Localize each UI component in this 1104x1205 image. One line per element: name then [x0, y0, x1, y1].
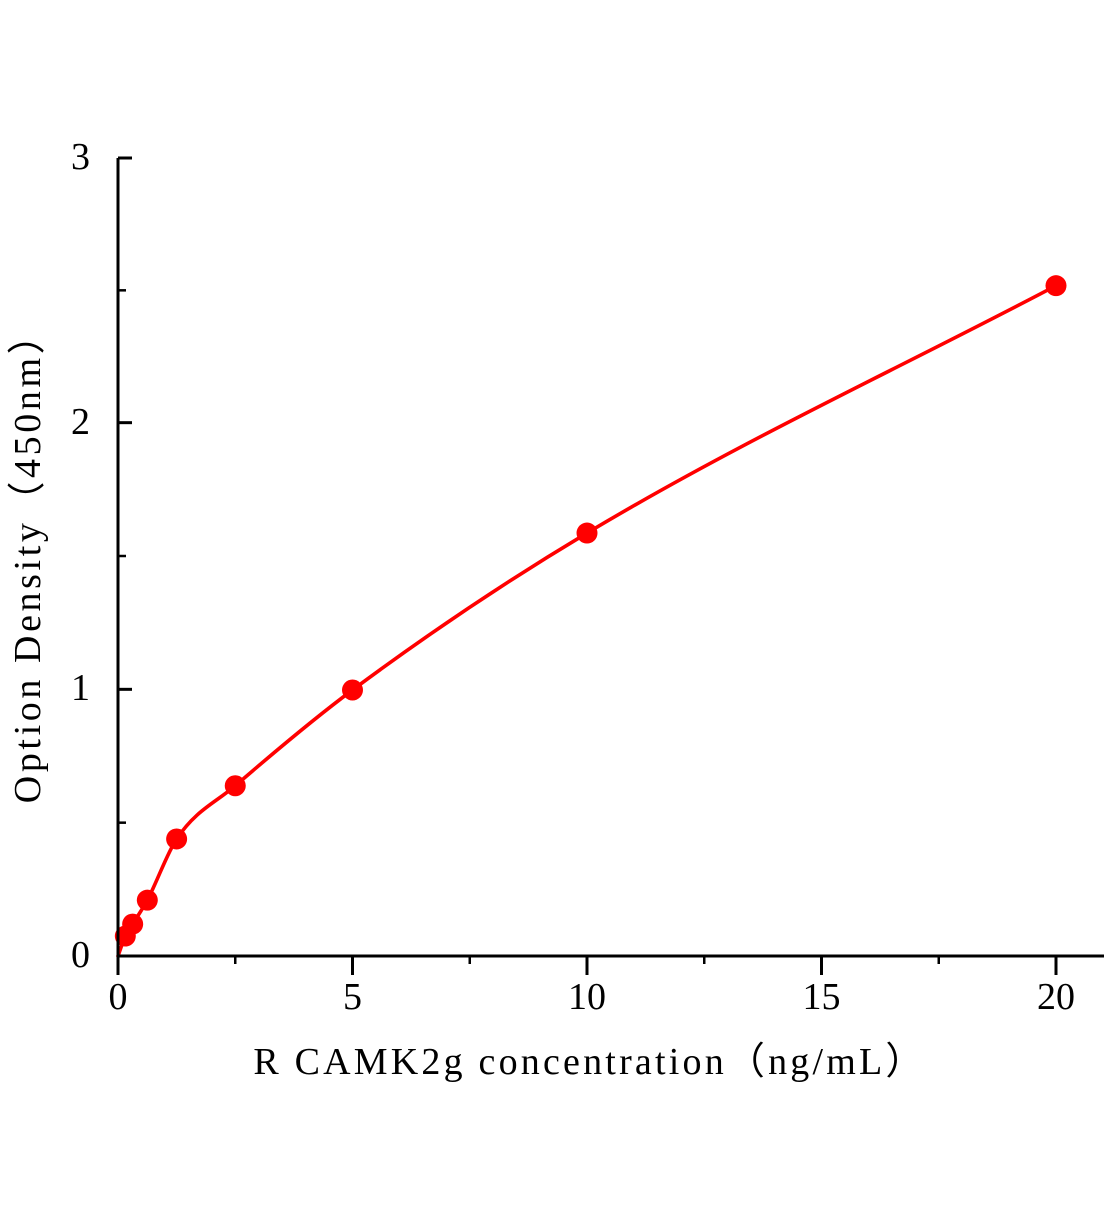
svg-text:0: 0: [109, 976, 128, 1018]
svg-text:1: 1: [71, 667, 90, 709]
svg-text:20: 20: [1037, 976, 1075, 1018]
svg-text:R CAMK2g concentration（ng/mL）: R CAMK2g concentration（ng/mL）: [253, 1041, 926, 1083]
svg-text:2: 2: [71, 401, 90, 443]
svg-text:15: 15: [803, 976, 841, 1018]
svg-text:10: 10: [568, 976, 606, 1018]
svg-text:5: 5: [343, 976, 362, 1018]
svg-text:0: 0: [71, 934, 90, 976]
svg-text:Option Density（450nm）: Option Density（450nm）: [7, 313, 49, 803]
svg-text:3: 3: [71, 136, 90, 178]
